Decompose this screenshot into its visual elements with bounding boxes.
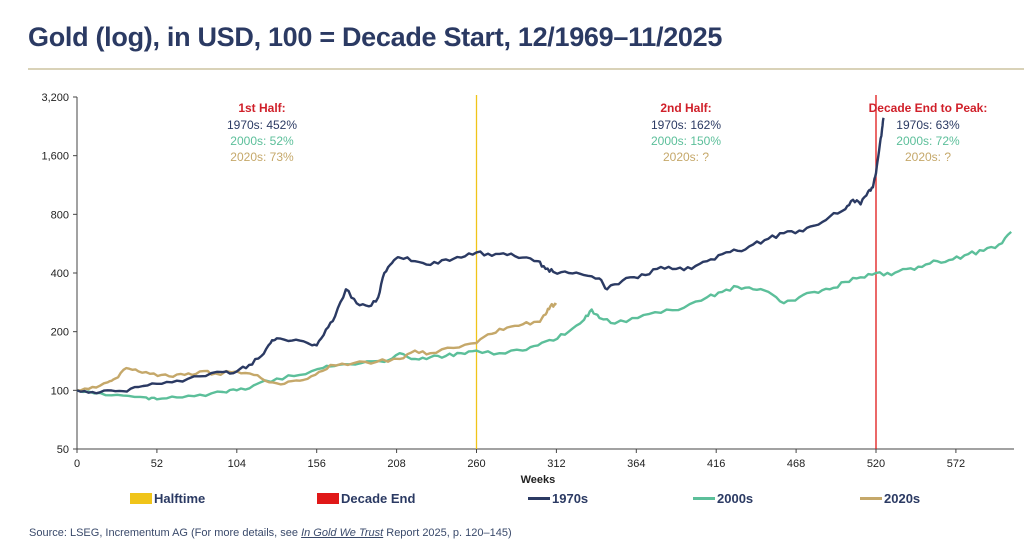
y-tick-label: 100 xyxy=(51,385,69,397)
annotation-line: 2000s: 150% xyxy=(651,134,721,148)
x-tick-label: 416 xyxy=(707,458,725,470)
annotation-header: 1st Half: xyxy=(238,101,285,115)
y-tick-label: 400 xyxy=(51,268,69,280)
x-tick-label: 52 xyxy=(151,458,163,470)
chart-title: Gold (log), in USD, 100 = Decade Start, … xyxy=(28,22,723,52)
y-tick-label: 800 xyxy=(51,209,69,221)
x-axis-label: Weeks xyxy=(521,474,556,486)
x-tick-label: 468 xyxy=(787,458,805,470)
legend-swatch xyxy=(317,493,339,504)
title-divider xyxy=(28,68,1024,70)
series-line-2020s xyxy=(76,302,558,392)
x-tick-label: 572 xyxy=(947,458,965,470)
legend-swatch xyxy=(860,497,882,500)
y-tick-label: 1,600 xyxy=(41,151,69,163)
annotation-line: 2000s: 72% xyxy=(896,134,960,148)
annotation-line: 1970s: 162% xyxy=(651,118,721,132)
legend-label: 2020s xyxy=(884,491,921,506)
x-tick-label: 0 xyxy=(74,458,80,470)
legend-2020s: 2020s xyxy=(860,491,920,506)
x-tick-label: 104 xyxy=(228,458,246,470)
x-tick-label: 312 xyxy=(547,458,565,470)
report-link[interactable]: In Gold We Trust xyxy=(301,527,384,539)
x-tick-label: 260 xyxy=(467,458,485,470)
annotation-line: 1970s: 63% xyxy=(896,118,960,132)
annotation-line: 2020s: ? xyxy=(905,150,951,164)
legend-swatch xyxy=(130,493,152,504)
source-text: Report 2025, p. 120–145) xyxy=(383,527,512,539)
legend-label: Decade End xyxy=(341,491,416,506)
legend-2000s: 2000s xyxy=(693,491,753,506)
legend-swatch xyxy=(693,497,715,500)
legend-label: Halftime xyxy=(154,491,206,506)
annotation-line: 1970s: 452% xyxy=(227,118,297,132)
legend-1970s: 1970s xyxy=(528,491,588,506)
annotation-line: 2000s: 52% xyxy=(230,134,294,148)
legend-decade-end: Decade End xyxy=(317,491,415,506)
y-tick-label: 50 xyxy=(57,444,69,456)
legend-halftime: Halftime xyxy=(130,491,205,506)
annotation-line: 2020s: ? xyxy=(663,150,709,164)
source-note: Source: LSEG, Incrementum AG (For more d… xyxy=(29,527,512,539)
annotation-header: 2nd Half: xyxy=(660,101,711,115)
annotation-header: Decade End to Peak: xyxy=(869,101,988,115)
y-tick-label: 3,200 xyxy=(41,92,69,104)
x-tick-label: 208 xyxy=(387,458,405,470)
series-line-1970s xyxy=(76,117,885,395)
x-tick-label: 156 xyxy=(308,458,326,470)
series-line-2000s xyxy=(76,230,1012,401)
y-tick-label: 200 xyxy=(51,327,69,339)
x-tick-label: 364 xyxy=(627,458,645,470)
annotation-line: 2020s: 73% xyxy=(230,150,294,164)
legend-label: 2000s xyxy=(717,491,754,506)
source-text: Source: LSEG, Incrementum AG (For more d… xyxy=(29,527,302,539)
x-tick-label: 520 xyxy=(867,458,885,470)
legend-swatch xyxy=(528,497,550,500)
legend-label: 1970s xyxy=(552,491,589,506)
